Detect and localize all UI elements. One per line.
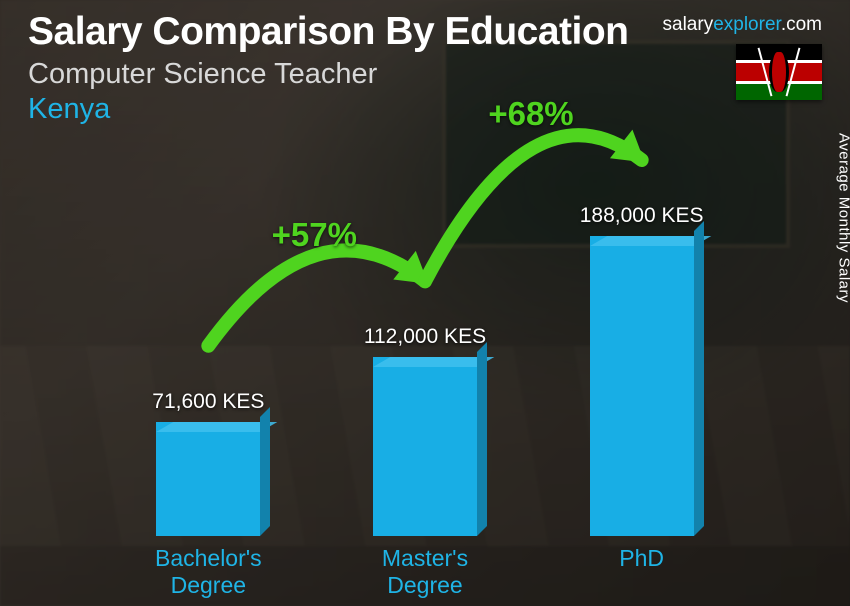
chart-area: 71,600 KES 112,000 KES 188,000 KES Bache… xyxy=(100,150,750,536)
branding: salaryexplorer.com xyxy=(663,14,822,105)
x-axis-label: PhD xyxy=(557,545,727,598)
site-prefix: salary xyxy=(663,14,714,35)
x-axis-label: Master'sDegree xyxy=(340,545,510,598)
y-axis-label: Average Monthly Salary xyxy=(836,133,850,303)
increase-arrow-icon xyxy=(100,150,750,490)
site-name: salaryexplorer.com xyxy=(663,14,822,36)
x-axis-label: Bachelor'sDegree xyxy=(123,545,293,598)
site-suffix: .com xyxy=(781,14,822,35)
x-labels: Bachelor'sDegree Master'sDegree PhD xyxy=(100,545,750,598)
site-accent: explorer xyxy=(713,14,781,35)
flag-kenya-icon xyxy=(736,44,822,100)
